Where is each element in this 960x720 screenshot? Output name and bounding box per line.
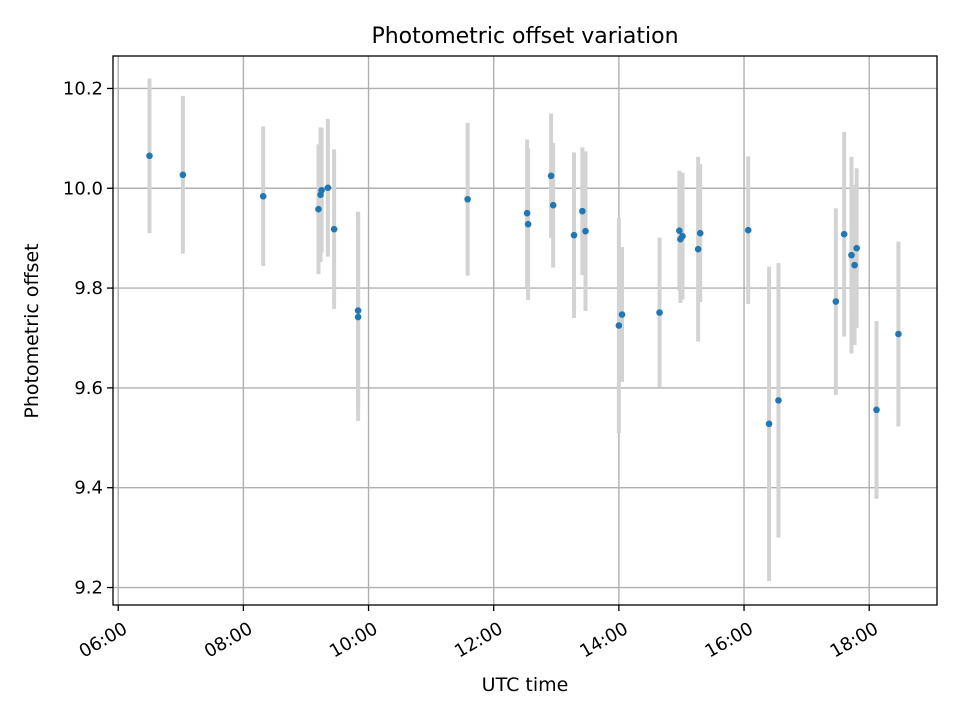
data-point: [318, 186, 325, 194]
data-point: [618, 311, 626, 318]
data-point: [464, 195, 471, 203]
data-point: [853, 244, 860, 252]
y-tick-label: 9.2: [74, 578, 103, 599]
data-point: [523, 209, 531, 217]
data-point: [895, 330, 902, 338]
x-tick-label: 12:00: [451, 618, 506, 662]
y-tick-label: 10.0: [63, 178, 103, 199]
data-point: [547, 172, 555, 180]
x-tick-label: 06:00: [76, 618, 131, 662]
data-point: [549, 201, 557, 209]
data-point: [765, 420, 773, 428]
y-tick-label: 10.2: [63, 78, 103, 99]
data-point: [775, 397, 782, 404]
data-point: [146, 152, 153, 160]
data-point: [694, 245, 702, 253]
x-tick-label: 08:00: [201, 618, 256, 662]
data-point: [873, 406, 880, 414]
data-point: [579, 207, 586, 215]
data-point: [354, 313, 362, 321]
data-point: [615, 322, 623, 329]
y-axis-label: Photometric offset: [21, 243, 43, 418]
x-tick-label: 10:00: [326, 618, 381, 662]
grid-lines: [113, 56, 937, 605]
chart-title: Photometric offset variation: [371, 24, 678, 49]
data-point: [570, 231, 578, 239]
y-axis-ticks: 9.2 9.4 9.6 9.8 10.0 10.2: [63, 78, 113, 599]
x-tick-label: 18:00: [827, 618, 882, 662]
error-bars: [147, 78, 901, 582]
data-point: [744, 226, 752, 234]
data-point: [696, 229, 704, 237]
data-point: [324, 184, 332, 192]
data-point: [679, 232, 686, 240]
y-tick-label: 9.8: [74, 278, 103, 299]
data-point: [656, 309, 663, 316]
data-point: [330, 225, 338, 233]
plot-frame: [112, 55, 938, 606]
data-point: [315, 205, 322, 213]
data-point: [259, 192, 267, 200]
data-point: [524, 220, 532, 228]
data-point: [179, 171, 187, 179]
data-point: [848, 251, 855, 259]
data-point: [832, 298, 840, 305]
y-tick-label: 9.6: [74, 378, 103, 399]
data-point: [840, 230, 848, 238]
x-axis-ticks: 06:00 08:00 10:00 12:00 14:00 16:00 18:00: [76, 605, 882, 662]
y-tick-label: 9.4: [74, 478, 103, 499]
x-tick-label: 14:00: [576, 618, 631, 662]
data-points: [146, 152, 902, 428]
data-point: [582, 227, 589, 235]
x-tick-label: 16:00: [702, 618, 757, 662]
data-point: [354, 307, 362, 314]
data-point: [851, 261, 858, 269]
x-axis-label: UTC time: [482, 674, 569, 696]
data-point: [676, 227, 683, 234]
